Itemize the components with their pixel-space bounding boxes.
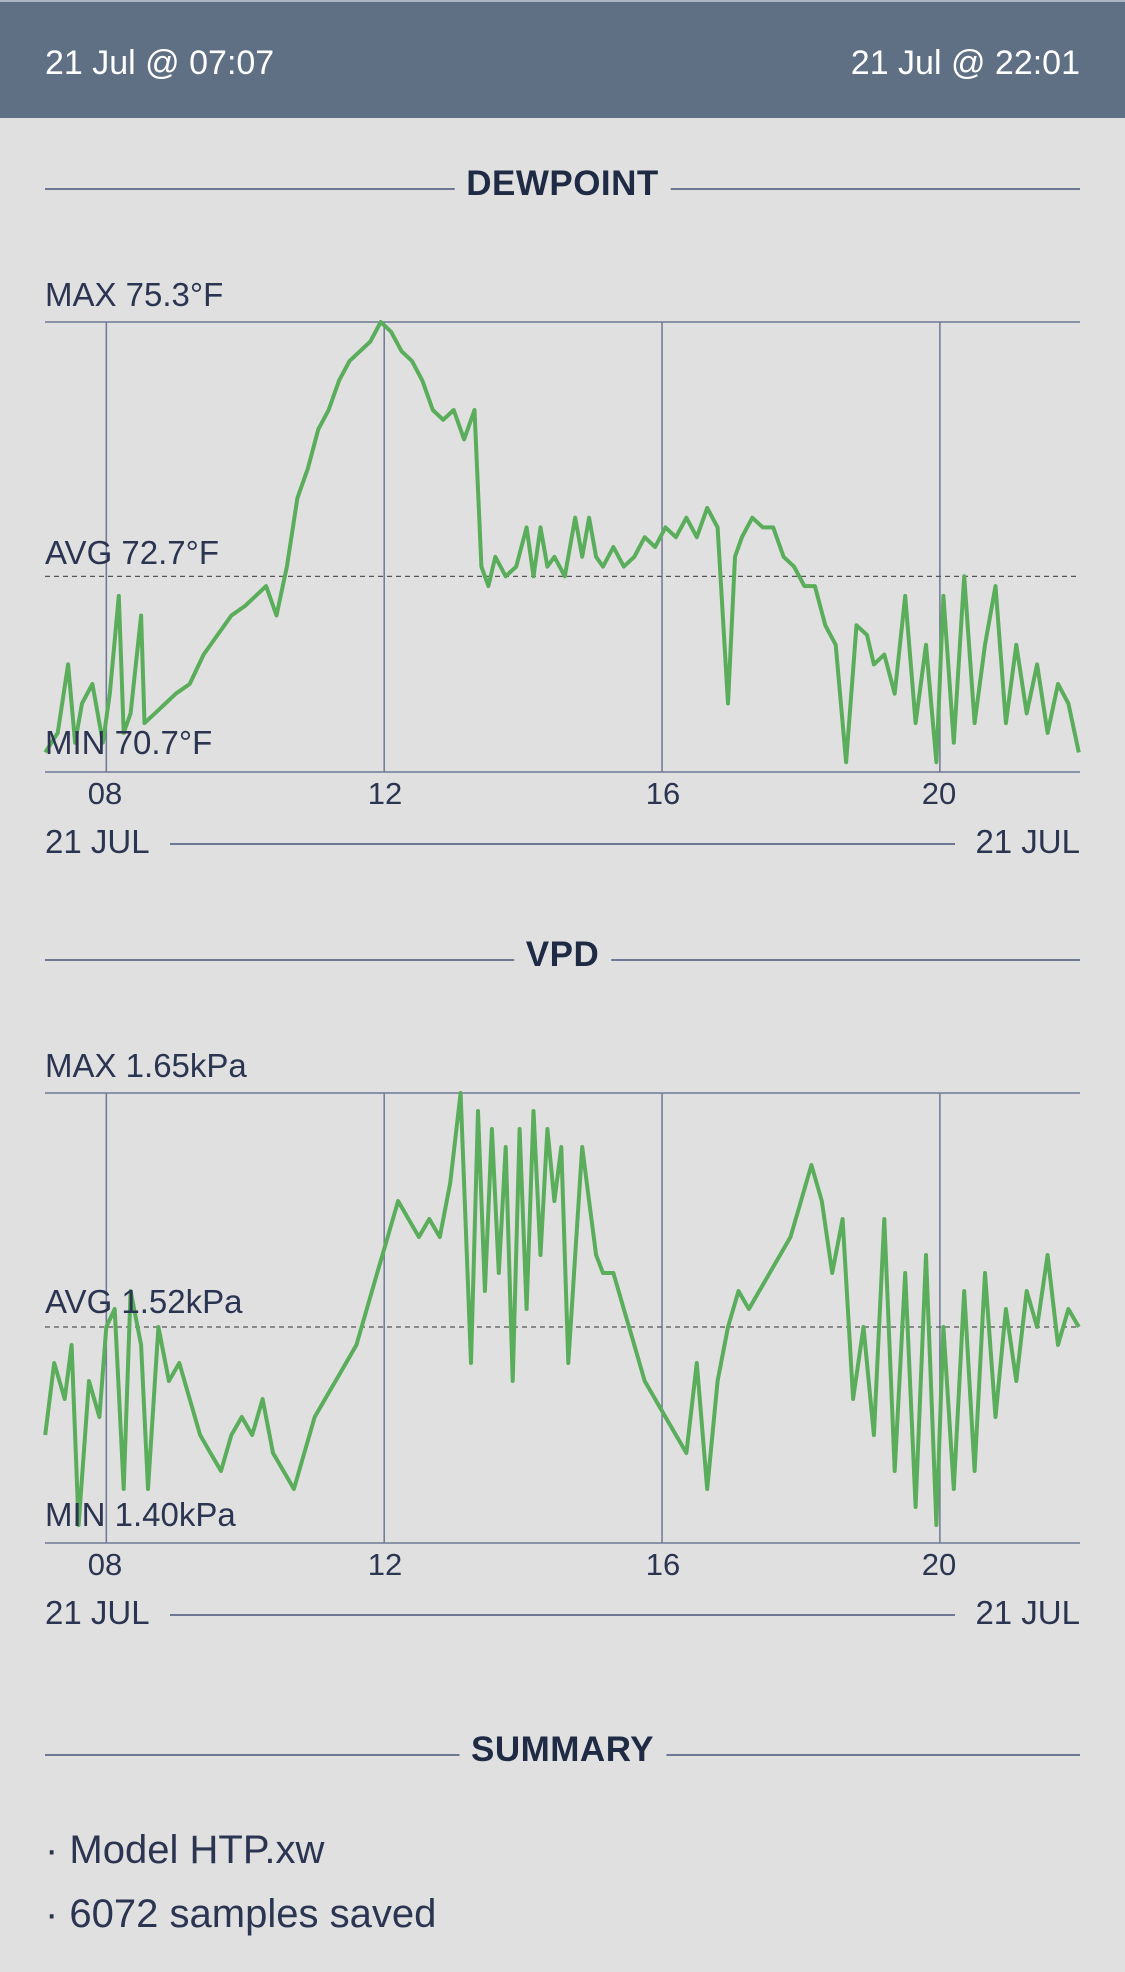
dewpoint-date-footer: 21 JUL 21 JUL [45,823,1080,863]
vpd-avg-label: AVG 1.52kPa [45,1283,243,1320]
dewpoint-series-line [43,320,1081,765]
vpd-x-tick: 08 [87,1547,123,1582]
vpd-x-tick: 16 [645,1547,681,1582]
vpd-series-line [43,1091,1081,1527]
vpd-title: VPD [513,935,612,975]
range-end-label: 21 Jul @ 22:01 [850,44,1080,82]
dewpoint-title: DEWPOINT [454,164,671,204]
dewpoint-max-label: MAX 75.3°F [45,276,224,313]
dewpoint-x-tick: 16 [645,776,681,811]
dewpoint-section-header: DEWPOINT [45,164,1080,214]
summary-section-header: SUMMARY [45,1730,1080,1780]
dewpoint-min-label: MIN 70.7°F [45,724,213,761]
dewpoint-date-end: 21 JUL [975,823,1080,861]
range-start-label: 21 Jul @ 07:07 [45,44,275,82]
vpd-min-label: MIN 1.40kPa [45,1496,236,1533]
vpd-section-header: VPD [45,935,1080,985]
vpd-date-start: 21 JUL [45,1594,150,1632]
divider [170,843,955,845]
vpd-max-label: MAX 1.65kPa [45,1047,247,1084]
dewpoint-avg-label: AVG 72.7°F [45,534,219,571]
summary-samples-item: · 6072 samples saved [45,1892,437,1936]
vpd-date-footer: 21 JUL 21 JUL [45,1594,1080,1634]
vpd-x-tick: 12 [367,1547,403,1582]
vpd-date-end: 21 JUL [975,1594,1080,1632]
dewpoint-date-start: 21 JUL [45,823,150,861]
dewpoint-x-tick: 08 [87,776,123,811]
dewpoint-x-tick: 20 [921,776,957,811]
summary-title: SUMMARY [458,1730,667,1770]
vpd-x-tick: 20 [921,1547,957,1582]
divider [170,1614,955,1616]
date-range-bar: 21 Jul @ 07:07 21 Jul @ 22:01 [0,0,1125,118]
dewpoint-x-tick: 12 [367,776,403,811]
summary-model-item: · Model HTP.xw [45,1828,325,1872]
